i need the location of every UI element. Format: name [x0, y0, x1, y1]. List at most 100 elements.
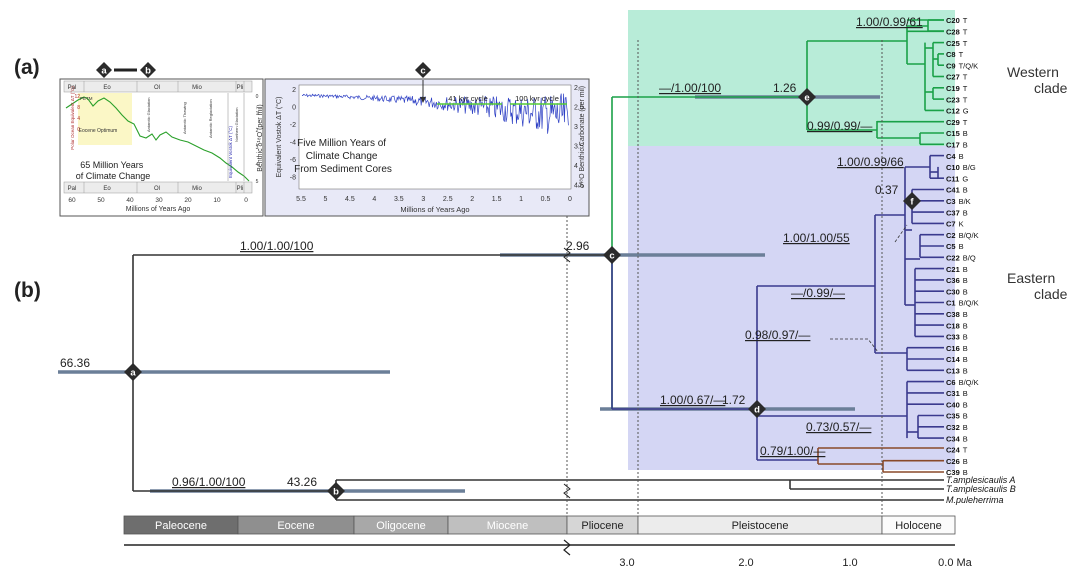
inset-left-ytick: 0	[256, 94, 259, 100]
inset-right-xtick: 3	[421, 196, 425, 203]
inset-left-ytick: 3	[256, 145, 259, 151]
inset-left-ytick: 1	[256, 111, 259, 117]
inset-marker-a: a	[96, 62, 112, 78]
inset-right-ytick-right: 4.5	[574, 183, 584, 190]
inset-right-ytick-right: 3.5	[574, 144, 584, 151]
svg-text:e: e	[804, 92, 809, 103]
inset-right-ytick-left: -4	[290, 140, 296, 147]
support-node-b: 0.96/1.00/100	[172, 475, 246, 489]
svg-text:c: c	[609, 250, 614, 261]
inset-right-xtick: 4	[372, 196, 376, 203]
inset-left-epoch-top: Pal	[68, 85, 77, 91]
inset-left-left-ytick: 8	[77, 105, 80, 111]
inset-left-left-ylabel: Polar Ocean Equivalent ΔT (°C)	[70, 86, 75, 150]
tip-label: C22 B/Q	[946, 254, 976, 263]
inset-left-epoch-bottom: Mio	[192, 186, 202, 192]
support-node-a: 1.00/1.00/100	[240, 239, 314, 253]
tip-label: C30 B	[946, 287, 968, 296]
inset-left-65myr: Pal Eo Ol Mio Pli Pal Eo Ol Mio Pli PETM Eocene …	[59, 78, 264, 217]
tip-label: C20 T	[946, 16, 968, 25]
svg-text:c: c	[420, 65, 425, 76]
outgroup-label: T.amplesicaulis A	[946, 475, 1015, 485]
inset-right-xlabel: Millions of Years Ago	[400, 205, 469, 214]
antarctic-glaciation-label: Antarctic Glaciation	[146, 98, 151, 132]
support-leader-f	[894, 224, 908, 243]
tip-label: C9 T/Q/K	[946, 61, 978, 70]
inset-right-xtick: 0	[568, 196, 572, 203]
tip-label: C2 B/Q/K	[946, 231, 979, 240]
outgroup-label: M.puleherrima	[946, 495, 1004, 505]
tip-label: C41 B	[946, 186, 968, 195]
inset-left-xtick: 0	[244, 197, 248, 204]
support-node-e: —/1.00/100	[659, 81, 721, 95]
inset-left-left-ytick: 4	[77, 116, 80, 122]
inset-marker-b: b	[140, 62, 156, 78]
node-age-f: 0.37	[875, 183, 899, 197]
tip-label: C28 T	[946, 28, 968, 37]
axis-tick-label: 0.0 Ma	[938, 557, 973, 569]
tip-label: C4 B	[946, 152, 964, 161]
epoch-cell	[881, 515, 956, 535]
node-marker-a: a	[124, 363, 142, 381]
inset-right-ytick-right: 2	[574, 85, 578, 92]
svg-text:a: a	[130, 367, 136, 378]
tip-label: C21 B	[946, 265, 968, 274]
inset-right-xtick: 5	[324, 196, 328, 203]
tip-label: C27 T	[946, 73, 968, 82]
support-brown: 0.79/1.00/—	[760, 444, 825, 458]
support-western-top: 1.00/0.99/61	[856, 15, 923, 29]
inset-right-5myr: 41 kyr cycle 100 kyr cycle Five Million …	[264, 78, 590, 217]
inset-left-ylabel: Benthic δ¹⁸O (per mil)	[257, 104, 264, 172]
tip-label: C34 B	[946, 434, 968, 443]
tip-label: C33 B	[946, 333, 968, 342]
axis-tick-label: 3.0	[619, 557, 634, 569]
inset-left-xtick: 50	[97, 197, 105, 204]
outgroup-label: T.amplesicaulis B	[946, 484, 1016, 494]
inset-right-ytick-left: 0	[292, 105, 296, 112]
eastern-clade-background	[628, 146, 955, 470]
eastern-clade-label: Eastern clade	[1007, 270, 1068, 302]
inset-left-left-ytick: 0	[77, 127, 80, 133]
northern-glaciation-label: Northern Glaciation	[234, 108, 239, 142]
node-marker-b: b	[327, 482, 345, 500]
node-age-d: 1.72	[722, 393, 746, 407]
tip-label: C25 T	[946, 39, 968, 48]
tip-label: C23 T	[946, 95, 968, 104]
panel-label-a: (a)	[14, 56, 40, 79]
antarctic-thawing-label: Antarctic Thawing	[182, 102, 187, 134]
inset-left-xtick: 40	[126, 197, 134, 204]
western-clade-background	[628, 10, 955, 146]
inset-left-xlabel: Millions of Years Ago	[126, 206, 191, 213]
epoch-label: Pleistocene	[732, 520, 789, 532]
inset-left-ytick: 5	[256, 179, 259, 185]
tip-label: C26 B	[946, 457, 968, 466]
inset-left-epoch-bottom: Eo	[103, 186, 111, 192]
tip-label: C7 K	[946, 220, 964, 229]
tip-label: C18 B	[946, 321, 968, 330]
inset-left-epoch-top: Ol	[154, 85, 160, 91]
axis-tick-label: 1.0	[842, 557, 857, 569]
support-node-d: 1.00/0.67/—	[660, 393, 725, 407]
eocene-optimum-label: Eocene Optimum	[79, 128, 118, 134]
antarctic-reglaciation-label: Antarctic Reglaciation	[208, 99, 213, 138]
inset-right-ylabel-right: δ¹⁸O Benthic Carbonate (per mil)	[579, 86, 586, 188]
inset-right-xtick: 1.5	[492, 196, 502, 203]
axis-tick-label: 2.0	[738, 557, 753, 569]
epoch-label: Paleocene	[155, 520, 207, 532]
inset-left-left-ytick: 12	[74, 94, 80, 100]
inset-left-epoch-top: Pli	[237, 85, 244, 91]
inset-right-xtick: 5.5	[296, 196, 306, 203]
inset-right-ytick-left: 2	[292, 87, 296, 94]
tip-label: C24 T	[946, 446, 968, 455]
tip-label: C16 B	[946, 344, 968, 353]
inset-left-right-ylabel: Equivalent Vostok ΔT (°C)	[228, 126, 233, 178]
tip-label: C1 B/Q/K	[946, 299, 979, 308]
axis-break-mark	[563, 539, 571, 556]
svg-text:f: f	[910, 196, 914, 207]
tip-label: C5 B	[946, 242, 964, 251]
inset-left-ytick: 4	[256, 162, 259, 168]
inset-left-epoch-bottom: Pal	[68, 186, 77, 192]
inset-right-ylabel-left: Equivalent Vostok ΔT (°C)	[275, 97, 283, 178]
tip-label: C19 T	[946, 84, 968, 93]
